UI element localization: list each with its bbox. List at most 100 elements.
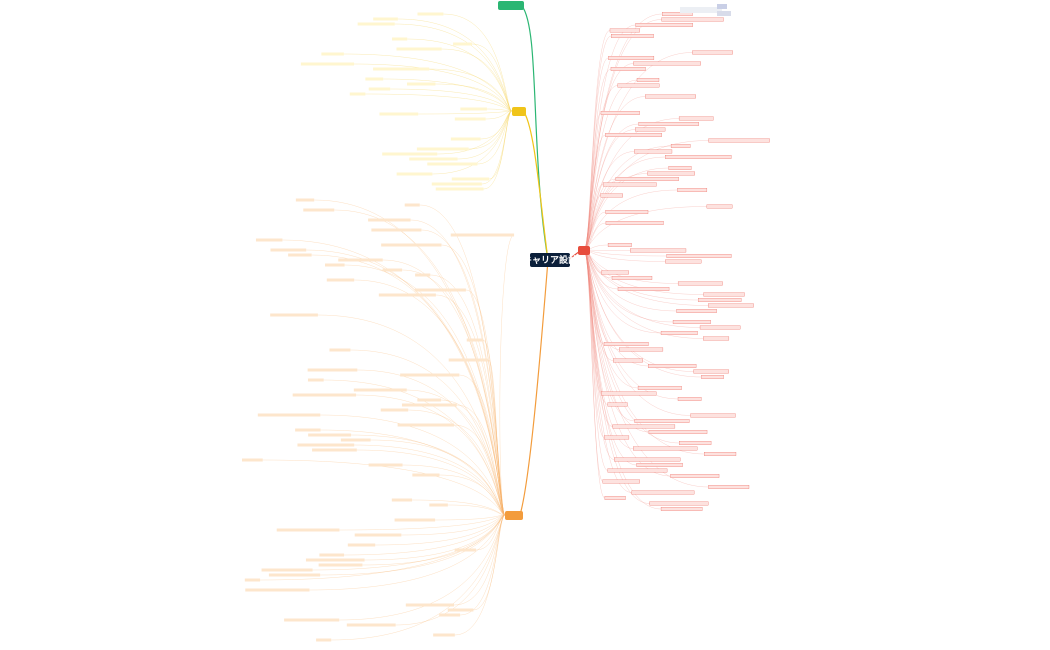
topic-node (365, 77, 384, 81)
topic-node (329, 348, 351, 352)
topic-node (405, 603, 455, 607)
legend-box (717, 4, 727, 9)
topic-node (382, 152, 438, 156)
node-link (483, 110, 513, 190)
topic-node (261, 568, 313, 572)
topic-node (609, 28, 640, 33)
node-link (457, 110, 513, 160)
node-link (339, 514, 506, 621)
topic-node (381, 243, 442, 247)
topic-node (300, 62, 355, 66)
topic-node (607, 468, 668, 473)
topic-node (633, 446, 698, 451)
node-link (365, 93, 513, 112)
node-link (485, 110, 513, 120)
topic-node (307, 378, 324, 382)
node-link (401, 514, 506, 536)
topic-node (338, 258, 383, 262)
topic-node (295, 428, 321, 432)
topic-node (368, 463, 403, 467)
topic-node (257, 413, 321, 417)
topic-node (692, 50, 733, 55)
topic-node (347, 543, 376, 547)
topic-node (603, 342, 649, 346)
topic-node (357, 22, 395, 26)
node-link (375, 514, 506, 546)
branch-node (498, 1, 524, 10)
node-link (468, 110, 513, 150)
topic-node (319, 553, 345, 557)
topic-node (394, 518, 436, 522)
topic-node (307, 368, 358, 372)
topic-node (600, 111, 640, 115)
topic-node (417, 398, 442, 402)
topic-node (648, 364, 697, 368)
topic-node (409, 157, 458, 161)
topic-node (630, 248, 687, 253)
topic-node (637, 386, 682, 390)
topic-node (404, 203, 420, 207)
topic-node (708, 303, 754, 308)
topic-node (427, 162, 478, 166)
legend-box (717, 11, 731, 16)
topic-node (242, 458, 263, 462)
topic-node (415, 273, 431, 277)
topic-node (708, 138, 770, 143)
node-link (437, 110, 513, 155)
topic-node (244, 578, 261, 582)
topic-node (660, 331, 698, 335)
topic-node (429, 503, 448, 507)
topic-node (414, 288, 466, 292)
branch-node (578, 246, 590, 255)
topic-node (392, 37, 408, 41)
topic-node (611, 276, 653, 280)
topic-node (412, 473, 440, 477)
topic-node (397, 423, 455, 427)
topic-node (453, 42, 473, 46)
topic-node (605, 210, 649, 214)
topic-node (292, 393, 357, 397)
topic-node (634, 149, 673, 154)
branch-node (512, 107, 526, 116)
node-link (344, 514, 506, 556)
topic-node (677, 397, 702, 401)
topic-node (613, 358, 643, 363)
topic-node (308, 433, 352, 437)
topic-node (312, 448, 357, 452)
topic-node (270, 313, 318, 317)
topic-node (401, 403, 457, 407)
topic-node (373, 17, 398, 21)
topic-node (276, 528, 340, 532)
topic-node (316, 638, 332, 642)
topic-node (677, 281, 723, 286)
branch-node (505, 511, 523, 520)
topic-node (340, 438, 371, 442)
topic-node (668, 166, 692, 170)
node-link (583, 249, 702, 378)
topic-node (665, 155, 732, 159)
topic-node (611, 34, 654, 38)
topic-node (665, 259, 702, 264)
topic-node (670, 144, 691, 148)
node-link (429, 68, 513, 112)
topic-node (678, 116, 714, 121)
node-link (356, 449, 506, 516)
topic-node (326, 278, 355, 282)
topic-node (450, 137, 481, 141)
topic-node (391, 498, 413, 502)
topic-node (698, 298, 742, 302)
topic-node (460, 107, 487, 111)
topic-node (647, 171, 695, 176)
topic-node (373, 67, 430, 71)
topic-node (619, 347, 664, 352)
topic-node (448, 358, 489, 362)
node-link (309, 514, 506, 591)
topic-node (690, 413, 736, 418)
topic-node (649, 501, 709, 506)
branch-link (519, 259, 549, 516)
topic-node (631, 490, 695, 495)
topic-node (704, 452, 737, 456)
topic-node (706, 204, 733, 209)
